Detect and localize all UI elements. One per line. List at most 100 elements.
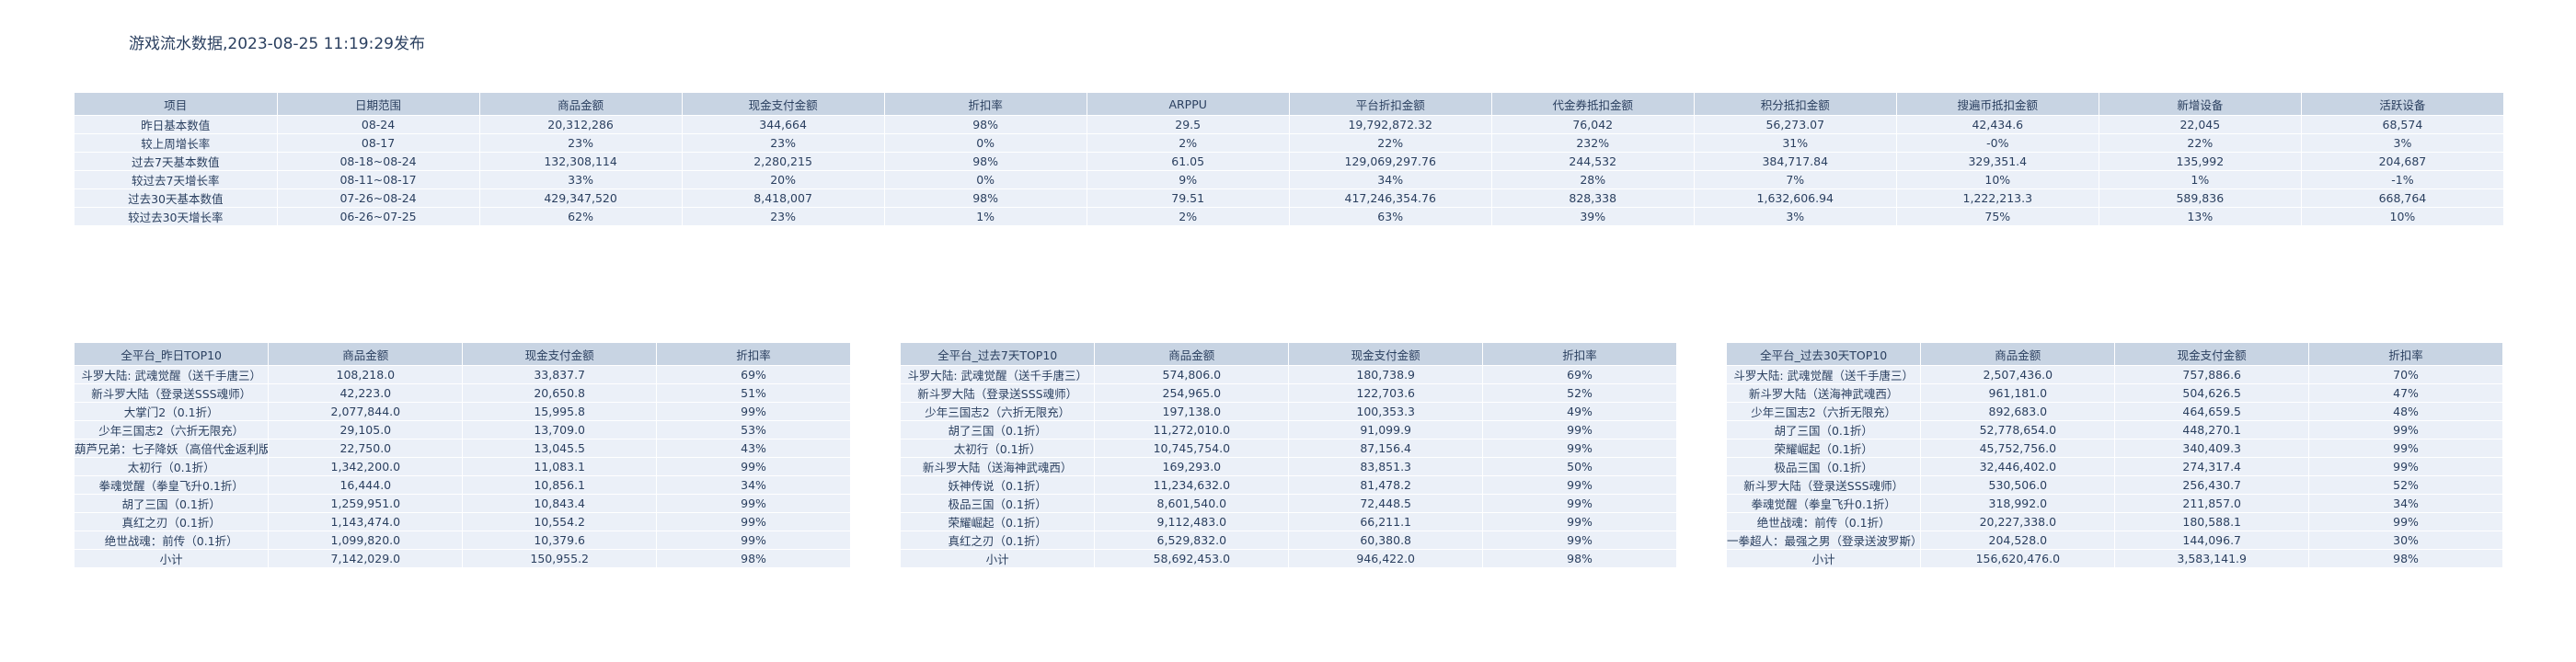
table-cell: 少年三国志2（六折无限充） <box>75 420 270 439</box>
table-cell: 13,045.5 <box>462 439 658 458</box>
table-row: 较过去7天增长率 08-11~08-17 33% 20% 0% 9% 34% 28% 7% 10%… <box>75 170 2505 189</box>
table-cell: 1,259,951.0 <box>268 494 464 513</box>
table-cell: 99% <box>656 512 851 531</box>
table-cell: 156,620,476.0 <box>1920 549 2116 568</box>
table-cell: 斗罗大陆: 武魂觉醒（送千手唐三） <box>1727 365 1922 384</box>
table-cell: 10% <box>2301 207 2505 226</box>
table-row: 新斗罗大陆（登录送SSS魂师） 254,965.0 122,703.6 52% <box>901 383 1677 403</box>
table-cell: 13% <box>2099 207 2302 226</box>
table-cell: 斗罗大陆: 武魂觉醒（送千手唐三） <box>75 365 270 384</box>
table-row: 荣耀崛起（0.1折） 9,112,483.0 66,211.1 99% <box>901 512 1677 531</box>
table-cell: 180,738.9 <box>1288 365 1484 384</box>
table-header-row: 全平台_昨日TOP10 商品金额 现金支付金额 折扣率 <box>75 343 851 366</box>
table-cell: 668,764 <box>2301 188 2505 208</box>
table-row: 真红之刃（0.1折） 6,529,832.0 60,380.8 99% <box>901 531 1677 550</box>
table-cell: 961,181.0 <box>1920 383 2116 403</box>
column-header: 积分抵扣金额 <box>1694 93 1897 116</box>
table-cell: 204,528.0 <box>1920 531 2116 550</box>
table-cell: 较上周增长率 <box>75 133 278 153</box>
table-cell: 45,752,756.0 <box>1920 439 2116 458</box>
table-cell: 7,142,029.0 <box>268 549 464 568</box>
table-cell: 11,234,632.0 <box>1094 475 1290 495</box>
table-cell: 946,422.0 <box>1288 549 1484 568</box>
table-row: 少年三国志2（六折无限充） 892,683.0 464,659.5 48% <box>1727 402 2503 421</box>
table-cell: 小计 <box>901 549 1096 568</box>
table-cell: 66,211.1 <box>1288 512 1484 531</box>
table-cell: 99% <box>2308 512 2503 531</box>
table-cell: 100,353.3 <box>1288 402 1484 421</box>
table-cell: 530,506.0 <box>1920 475 2116 495</box>
table-row: 真红之刃（0.1折） 1,143,474.0 10,554.2 99% <box>75 512 851 531</box>
table-cell: 绝世战魂：前传（0.1折） <box>1727 512 1922 531</box>
column-header: 全平台_过去7天TOP10 <box>901 343 1096 366</box>
table-cell: 62% <box>479 207 683 226</box>
table-row: 过去30天基本数值 07-26~08-24 429,347,520 8,418,007… <box>75 188 2505 208</box>
table-cell: 892,683.0 <box>1920 402 2116 421</box>
table-cell: 少年三国志2（六折无限充） <box>1727 402 1922 421</box>
table-cell: 3% <box>1694 207 1897 226</box>
column-header: 折扣率 <box>884 93 1087 116</box>
table-cell: 244,532 <box>1491 152 1695 171</box>
table-cell: 8,418,007 <box>682 188 885 208</box>
table-header-row: 全平台_过去30天TOP10 商品金额 现金支付金额 折扣率 <box>1727 343 2503 366</box>
table-row: 新斗罗大陆（送海神武魂西） 169,293.0 83,851.3 50% <box>901 457 1677 476</box>
table-cell: 大掌门2（0.1折） <box>75 402 270 421</box>
table-cell: 22,750.0 <box>268 439 464 458</box>
table-cell: 08-17 <box>277 133 480 153</box>
table-cell: 180,588.1 <box>2114 512 2310 531</box>
table-cell: 42,434.6 <box>1896 115 2099 134</box>
table-row: 极品三国（0.1折） 8,601,540.0 72,448.5 99% <box>901 494 1677 513</box>
table-cell: 254,965.0 <box>1094 383 1290 403</box>
table-cell: 小计 <box>75 549 270 568</box>
table-cell: -0% <box>1896 133 2099 153</box>
table-cell: 757,886.6 <box>2114 365 2310 384</box>
table-cell: 344,664 <box>682 115 885 134</box>
column-header: 商品金额 <box>1920 343 2116 366</box>
table-cell: 39% <box>1491 207 1695 226</box>
table-cell: 1,099,820.0 <box>268 531 464 550</box>
column-header: ARPPU <box>1087 93 1290 116</box>
table-cell: 8,601,540.0 <box>1094 494 1290 513</box>
table-row: 小计 156,620,476.0 3,583,141.9 98% <box>1727 549 2503 568</box>
table-cell: 08-24 <box>277 115 480 134</box>
table-cell: 10,379.6 <box>462 531 658 550</box>
table-cell: 3% <box>2301 133 2505 153</box>
table-cell: 108,218.0 <box>268 365 464 384</box>
table-cell: 斗罗大陆: 武魂觉醒（送千手唐三） <box>901 365 1096 384</box>
table-cell: 较过去7天增长率 <box>75 170 278 189</box>
table-row: 妖神传说（0.1折） 11,234,632.0 81,478.2 99% <box>901 475 1677 495</box>
column-header: 商品金额 <box>268 343 464 366</box>
table-cell: 3,583,141.9 <box>2114 549 2310 568</box>
table-cell: 2% <box>1087 133 1290 153</box>
table-cell: 13,709.0 <box>462 420 658 439</box>
table-row: 胡了三国（0.1折） 52,778,654.0 448,270.1 99% <box>1727 420 2503 439</box>
table-cell: 99% <box>656 402 851 421</box>
table-cell: 29,105.0 <box>268 420 464 439</box>
table-cell: 1% <box>884 207 1087 226</box>
table-cell: 69% <box>656 365 851 384</box>
table-cell: 16,444.0 <box>268 475 464 495</box>
table-cell: 10,843.4 <box>462 494 658 513</box>
table-row: 胡了三国（0.1折） 11,272,010.0 91,099.9 99% <box>901 420 1677 439</box>
column-header: 现金支付金额 <box>1288 343 1484 366</box>
table-cell: 589,836 <box>2099 188 2302 208</box>
table-cell: 99% <box>2308 439 2503 458</box>
table-cell: 42,223.0 <box>268 383 464 403</box>
table-row: 太初行（0.1折） 10,745,754.0 87,156.4 99% <box>901 439 1677 458</box>
table-cell: 10% <box>1896 170 2099 189</box>
table-cell: 204,687 <box>2301 152 2505 171</box>
table-cell: 197,138.0 <box>1094 402 1290 421</box>
top10-30d-table: 全平台_过去30天TOP10 商品金额 现金支付金额 折扣率 斗罗大陆: 武魂觉醒（送… <box>1727 343 2503 568</box>
table-cell: 33% <box>479 170 683 189</box>
table-cell: 48% <box>2308 402 2503 421</box>
table-cell: 76,042 <box>1491 115 1695 134</box>
table-row: 拳魂觉醒（拳皇飞升0.1折） 318,992.0 211,857.0 34% <box>1727 494 2503 513</box>
table-cell: 07-26~08-24 <box>277 188 480 208</box>
table-cell: 99% <box>2308 420 2503 439</box>
table-cell: 过去30天基本数值 <box>75 188 278 208</box>
table-cell: 60,380.8 <box>1288 531 1484 550</box>
table-cell: 79.51 <box>1087 188 1290 208</box>
table-cell: 20,227,338.0 <box>1920 512 2116 531</box>
table-cell: 2,077,844.0 <box>268 402 464 421</box>
table-cell: 256,430.7 <box>2114 475 2310 495</box>
